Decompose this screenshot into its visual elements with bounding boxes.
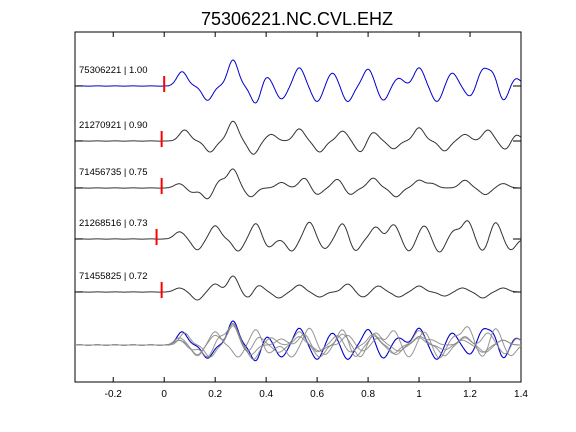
chart-title: 75306221.NC.CVL.EHZ	[201, 9, 393, 29]
overlay-stack	[75, 320, 522, 362]
x-tick-label: 1.2	[463, 389, 477, 400]
plot-frame	[74, 31, 522, 383]
x-tick-label: -0.2	[105, 389, 123, 400]
trace-line	[75, 59, 522, 104]
x-tick-label: 0.4	[259, 389, 273, 400]
x-tick-label: 1.4	[514, 389, 528, 400]
trace-label: 71456735 | 0.75	[79, 167, 148, 178]
x-tick-label: 0	[161, 389, 167, 400]
x-tick-label: 0.2	[208, 389, 222, 400]
trace-line	[75, 220, 522, 253]
trace-label: 21268516 | 0.73	[79, 218, 148, 229]
trace-label: 71455825 | 0.72	[79, 271, 148, 282]
x-tick-label: 0.8	[361, 389, 375, 400]
traces-layer: 75306221 | 1.00 21270921 | 0.90 71456735 |…	[75, 59, 522, 301]
trace-label: 75306221 | 1.00	[79, 65, 148, 76]
x-tick-label: 0.6	[310, 389, 324, 400]
x-axis-ticks: -0.2 0 0.2 0.4 0.6 0.8 1 1.2 1.4	[105, 32, 528, 400]
trace-line	[75, 168, 521, 200]
overlay-trace	[75, 325, 521, 356]
trace-line	[75, 120, 522, 155]
trace-line	[75, 275, 521, 301]
overlay-trace	[75, 326, 522, 359]
trace-label: 21270921 | 0.90	[79, 120, 148, 131]
x-tick-label: 1	[416, 389, 422, 400]
